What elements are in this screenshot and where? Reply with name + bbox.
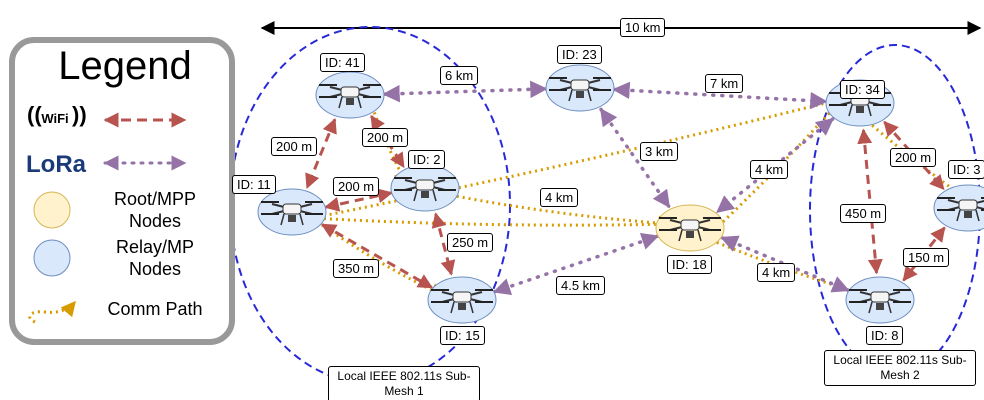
comm-path	[311, 216, 674, 232]
drone-leg	[568, 89, 573, 102]
lora-icon: LoRa	[26, 151, 87, 178]
node-label: ID: 3	[948, 160, 984, 179]
legend-item: Root/MPP Nodes	[113, 189, 197, 231]
legend-item: Relay/MP Nodes	[115, 237, 195, 279]
drone-camera	[576, 91, 584, 98]
comm-path	[444, 192, 674, 231]
drone-leg	[450, 301, 455, 314]
drone-camera	[876, 303, 884, 310]
link-label: 150 m	[903, 248, 950, 267]
link-label: 4 km	[540, 188, 579, 207]
drone-leg	[432, 189, 437, 202]
drone-leg	[867, 104, 872, 117]
drone-leg	[587, 89, 592, 102]
drone-leg	[280, 213, 285, 226]
drone-body	[570, 79, 590, 91]
legend-item: Comm Path	[107, 299, 203, 319]
link-label: 200 m	[890, 148, 937, 167]
link-label: 350 m	[333, 259, 380, 278]
link-label: 6 km	[440, 66, 479, 85]
drone-camera	[856, 106, 864, 113]
drone-leg	[975, 209, 980, 222]
drone-camera	[421, 191, 429, 198]
node-label: ID: 2	[408, 150, 446, 169]
link-label: 7 km	[705, 74, 744, 93]
submesh-label: Local IEEE 802.11s Sub-Mesh 2	[824, 350, 976, 386]
wifi-waves: ((	[27, 102, 42, 127]
drone-leg	[469, 301, 474, 314]
link-label: 4 km	[750, 160, 789, 179]
drone-body	[958, 199, 978, 211]
link-label: 250 m	[447, 233, 494, 252]
legend-title: Legend	[58, 44, 192, 88]
wifi-link	[857, 128, 883, 275]
drone-camera	[458, 303, 466, 310]
drone-leg	[678, 229, 683, 242]
node-label: ID: 41	[320, 53, 365, 72]
node-label: ID: 34	[840, 80, 885, 99]
lora-link	[492, 232, 660, 296]
wifi-link	[320, 223, 434, 289]
node-label: ID: 11	[232, 175, 276, 194]
lora-link	[612, 81, 828, 110]
drone-leg	[697, 229, 702, 242]
drone-leg	[848, 104, 853, 117]
comm-path	[311, 94, 844, 220]
legend-comm-icon	[28, 300, 77, 324]
lora-link	[382, 80, 548, 103]
drone-leg	[357, 96, 362, 109]
link-label: 3 km	[640, 142, 679, 161]
submesh-label: Local IEEE 802.11s Sub-Mesh 1	[328, 366, 480, 400]
link-label: 200 m	[362, 128, 409, 147]
lora-link	[599, 107, 671, 209]
wifi-link	[323, 188, 394, 212]
drone-body	[340, 86, 360, 98]
drone-leg	[338, 96, 343, 109]
legend-root-icon	[33, 191, 71, 229]
drone-leg	[299, 213, 304, 226]
wifi-link	[305, 117, 337, 190]
link-label: 200 m	[333, 177, 380, 196]
node-label: ID: 15	[440, 326, 485, 345]
drone-body	[452, 291, 472, 303]
node-label: ID: 8	[866, 326, 904, 345]
link-label: 450 m	[840, 204, 887, 223]
scale-label: 10 km	[620, 18, 666, 37]
wifi-waves: ))	[72, 102, 87, 127]
drone-camera	[686, 231, 694, 238]
link-label: 4 km	[757, 263, 796, 282]
drone-leg	[413, 189, 418, 202]
wifi-icon: WiFi	[41, 111, 68, 126]
drone-camera	[964, 211, 972, 218]
drone-leg	[868, 301, 873, 314]
drone-body	[680, 219, 700, 231]
drone-body	[282, 203, 302, 215]
link-label: 4.5 km	[556, 276, 606, 295]
wifi-link	[431, 212, 456, 276]
drone-camera	[288, 215, 296, 222]
drone-body	[415, 179, 435, 191]
link-label: 200 m	[271, 137, 318, 156]
drone-body	[870, 291, 890, 303]
node-label: ID: 23	[557, 45, 602, 64]
node-label: ID: 18	[667, 255, 712, 274]
drone-camera	[346, 98, 354, 105]
legend-relay-icon	[33, 239, 71, 277]
drone-leg	[887, 301, 892, 314]
drone-leg	[956, 209, 961, 222]
